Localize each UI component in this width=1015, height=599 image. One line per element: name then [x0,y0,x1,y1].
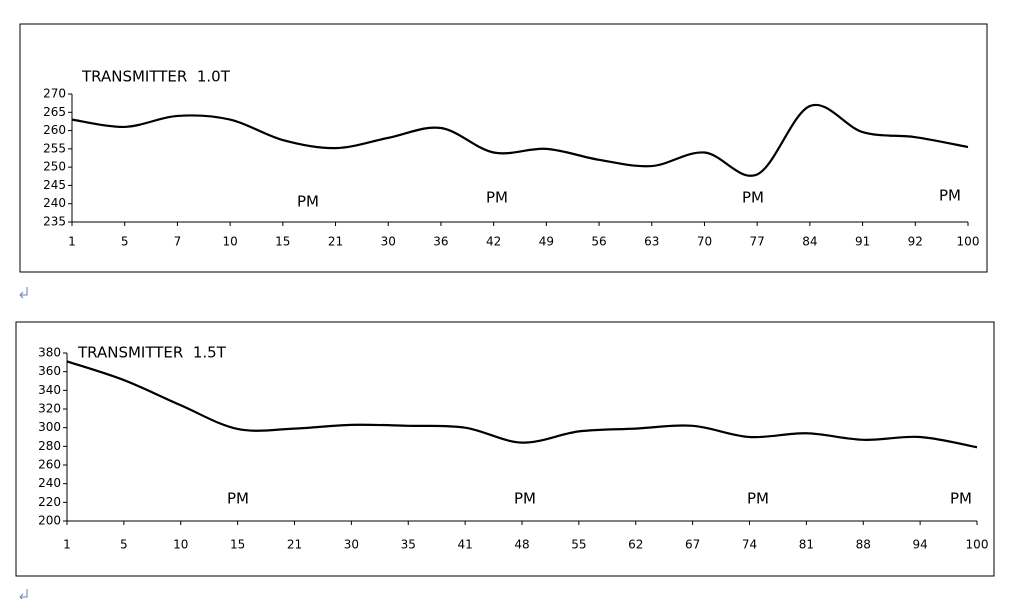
x-tick-label: 92 [908,235,923,249]
x-tick-label: 10 [173,538,188,552]
annotation: PM [297,193,319,211]
y-tick-label: 340 [38,383,61,397]
y-tick-label: 235 [43,215,66,229]
x-tick-label: 15 [230,538,245,552]
x-tick-label: 5 [121,235,129,249]
x-tick-label: 56 [591,235,606,249]
annotation: PM [747,490,769,508]
x-tick-label: 10 [222,235,237,249]
x-tick-label: 42 [486,235,501,249]
annotation: PM [514,490,536,508]
x-tick-label: 41 [457,538,472,552]
y-tick-label: 255 [43,141,66,155]
y-tick-label: 245 [43,178,66,192]
x-tick-label: 1 [68,235,76,249]
x-tick-label: 35 [401,538,416,552]
annotation: PM [742,189,764,207]
line-series [66,360,978,449]
y-tick-label: 270 [43,87,66,101]
x-tick-label: 7 [174,235,182,249]
x-tick-label: 30 [381,235,396,249]
x-tick-label: 100 [966,538,989,552]
chart-frame [15,321,995,577]
annotation: PM [950,490,972,508]
x-tick-label: 48 [514,538,529,552]
y-tick-label: 380 [38,346,61,360]
x-tick-label: 36 [433,235,448,249]
annotation: PM [939,187,961,205]
x-tick-label: 55 [571,538,586,552]
x-tick-label: 15 [275,235,290,249]
y-tick-label: 220 [38,495,61,509]
y-tick-label: 250 [43,160,66,174]
x-tick-label: 67 [685,538,700,552]
chart-frame [19,23,988,273]
x-tick-label: 94 [912,538,927,552]
paragraph-mark [19,589,28,599]
x-tick-label: 5 [120,538,128,552]
x-tick-label: 49 [539,235,554,249]
paragraph-mark [19,287,28,299]
y-tick-label: 200 [38,514,61,528]
line-series [71,103,969,177]
x-tick-label: 21 [287,538,302,552]
y-tick-label: 280 [38,439,61,453]
y-tick-label: 240 [38,476,61,490]
x-tick-label: 74 [742,538,757,552]
x-tick-label: 81 [799,538,814,552]
y-tick-label: 360 [38,364,61,378]
x-tick-label: 77 [750,235,765,249]
y-tick-label: 240 [43,196,66,210]
annotation: PM [486,189,508,207]
chart-title: TRANSMITTER 1.5T [77,344,227,362]
y-tick-label: 320 [38,402,61,416]
x-tick-label: 30 [344,538,359,552]
x-tick-label: 88 [856,538,871,552]
x-tick-label: 21 [328,235,343,249]
y-tick-label: 300 [38,420,61,434]
x-tick-label: 91 [855,235,870,249]
x-tick-label: 62 [628,538,643,552]
chart-title: TRANSMITTER 1.0T [81,68,231,86]
x-tick-label: 63 [644,235,659,249]
x-tick-label: 1 [63,538,71,552]
y-tick-label: 265 [43,105,66,119]
x-tick-label: 70 [697,235,712,249]
annotation: PM [227,490,249,508]
x-tick-label: 84 [802,235,817,249]
y-tick-label: 260 [43,123,66,137]
y-tick-label: 260 [38,458,61,472]
x-tick-label: 100 [957,235,980,249]
